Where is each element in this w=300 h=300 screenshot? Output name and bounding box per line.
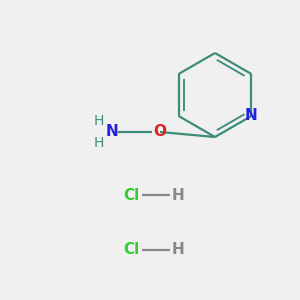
- Text: H: H: [94, 136, 104, 150]
- Text: O: O: [154, 124, 166, 140]
- Text: N: N: [245, 109, 258, 124]
- Text: Cl: Cl: [124, 188, 140, 202]
- Text: H: H: [172, 188, 185, 202]
- Text: Cl: Cl: [124, 242, 140, 257]
- Text: H: H: [172, 242, 185, 257]
- Text: N: N: [106, 124, 118, 140]
- Text: H: H: [94, 114, 104, 128]
